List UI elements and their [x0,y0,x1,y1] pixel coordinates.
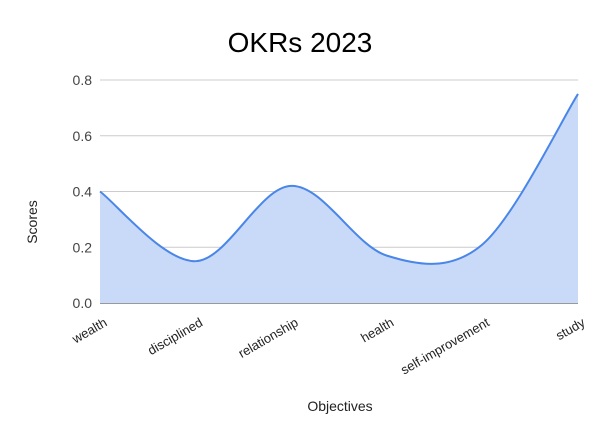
y-tick-label: 0.2 [73,239,93,255]
x-tick-label: disciplined [145,315,205,358]
x-tick-label: relationship [236,315,301,361]
x-tick-label: wealth [69,315,110,347]
chart-title: OKRs 2023 [228,27,373,58]
y-tick-label: 0.4 [73,184,93,200]
x-axis-label: Objectives [307,398,372,414]
x-tick-label: self-improvement [398,314,492,377]
x-tick-label: study [553,314,588,343]
y-tick-label: 0.0 [73,295,93,311]
line [99,93,579,265]
y-tick-label: 0.6 [73,128,93,144]
area [100,93,578,303]
y-axis-label: Scores [24,200,40,244]
y-tick-label: 0.8 [73,72,93,88]
x-tick-label: health [358,315,396,346]
